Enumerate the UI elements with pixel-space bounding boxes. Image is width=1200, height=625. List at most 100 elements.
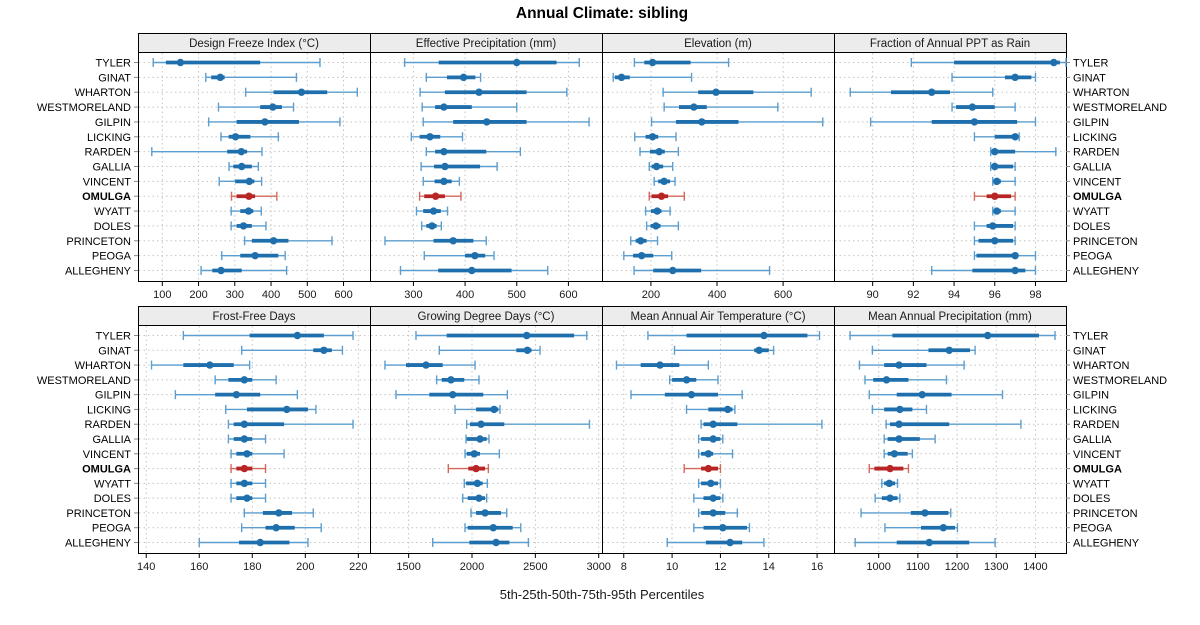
median-dot <box>652 222 660 230</box>
percentile-glyph-doles <box>230 493 267 503</box>
x-axis-tick-label: 100 <box>153 289 171 301</box>
median-dot <box>704 450 713 458</box>
median-dot <box>636 237 645 245</box>
percentile-glyph-westmoreland <box>668 375 719 385</box>
site-label-left-westmoreland: WESTMORELAND <box>37 375 131 387</box>
median-dot <box>243 494 251 502</box>
panel-header-label: Growing Degree Days (°C) <box>418 311 555 323</box>
panel-mean-annual-air-temperature-c: Mean Annual Air Temperature (°C) 8 10 12 14 1… <box>602 306 835 573</box>
site-label-left-wharton: WHARTON <box>75 360 131 372</box>
site-label-left-gallia: GALLIA <box>92 162 131 174</box>
percentile-glyph-vincent <box>218 176 263 186</box>
median-dot <box>704 464 713 473</box>
percentile-glyph-westmoreland <box>951 102 1016 112</box>
site-label-left-doles: DOLES <box>94 493 131 505</box>
median-dot <box>240 420 249 428</box>
panel-frame <box>834 325 1067 554</box>
percentile-glyph-westmoreland <box>864 375 948 385</box>
median-dot <box>231 133 240 141</box>
percentile-glyph-princeton <box>470 508 508 518</box>
site-label-left-wyatt: WYATT <box>94 206 131 218</box>
percentile-glyph-omulga <box>648 191 685 201</box>
x-axis-tick-label: 2000 <box>460 561 484 573</box>
median-dot <box>927 88 936 96</box>
median-dot <box>1050 58 1058 67</box>
median-dot <box>698 118 706 126</box>
percentile-glyph-wyatt <box>230 206 262 216</box>
percentile-glyph-licking <box>634 132 677 142</box>
percentile-glyph-wyatt <box>881 478 899 488</box>
percentile-glyph-westmoreland <box>217 102 295 112</box>
percentile-glyph-allegheny <box>399 266 549 275</box>
median-dot <box>657 192 666 200</box>
panel-frost-free-days: Frost-Free Days 140 160 180 200 220 <box>137 306 371 573</box>
site-label-right-omulga: OMULGA <box>1073 191 1122 203</box>
median-dot <box>471 251 479 260</box>
site-label-right-omulga: OMULGA <box>1073 464 1122 476</box>
site-label-left-gallia: GALLIA <box>92 434 131 446</box>
median-dot <box>523 346 532 354</box>
chart-title: Annual Climate: sibling <box>515 5 689 22</box>
median-dot <box>890 450 899 458</box>
percentile-glyph-omulga <box>230 464 267 474</box>
percentile-glyph-tyler <box>910 58 1067 67</box>
x-axis-tick-label: 500 <box>508 289 526 301</box>
percentile-glyph-licking <box>871 404 928 414</box>
percentile-glyph-princeton <box>630 236 659 246</box>
median-dot <box>656 361 664 369</box>
site-label-right-rarden: RARDEN <box>1073 419 1120 431</box>
median-dot <box>245 177 253 186</box>
x-axis-tick-label: 220 <box>349 561 367 573</box>
percentile-glyph-princeton <box>243 236 333 246</box>
x-axis-tick-label: 8 <box>621 561 627 573</box>
percentile-glyph-vincent <box>464 449 501 459</box>
median-dot <box>993 177 1001 186</box>
percentile-glyph-ginat <box>438 345 541 355</box>
x-axis-tick-label: 98 <box>1029 289 1041 301</box>
median-dot <box>726 538 734 547</box>
panel-header-label: Mean Annual Air Temperature (°C) <box>630 311 805 323</box>
median-dot <box>440 177 448 186</box>
x-axis-tick-label: 400 <box>708 289 726 301</box>
x-axis-tick-label: 300 <box>404 289 422 301</box>
x-axis-tick-label: 500 <box>298 289 316 301</box>
percentile-glyph-allegheny <box>432 538 530 547</box>
x-axis-tick-label: 600 <box>774 289 792 301</box>
median-dot <box>440 103 448 111</box>
median-dot <box>261 118 269 126</box>
panel-elevation-m: Elevation (m) 200 400 600 <box>602 33 835 301</box>
site-label-left-rarden: RARDEN <box>85 147 132 159</box>
median-dot <box>449 390 457 399</box>
median-dot <box>755 346 763 354</box>
median-dot <box>989 222 997 230</box>
percentile-glyph-wyatt <box>463 478 489 488</box>
median-dot <box>709 420 717 428</box>
median-dot <box>896 405 904 414</box>
x-axis-tick-label: 300 <box>226 289 244 301</box>
median-dot <box>240 464 249 473</box>
site-label-left-wyatt: WYATT <box>94 478 131 490</box>
median-dot <box>660 177 668 186</box>
median-dot <box>682 376 691 384</box>
median-dot <box>991 162 999 171</box>
panel-fraction-of-annual-ppt-as-rain: Fraction of Annual PPT as Rain 90 92 94 96 98 <box>834 33 1067 301</box>
median-dot <box>895 361 903 369</box>
median-dot <box>275 509 283 517</box>
x-axis-tick-label: 200 <box>189 289 207 301</box>
percentile-glyph-omulga <box>973 191 1016 201</box>
median-dot <box>723 405 732 414</box>
percentile-glyph-gilpin <box>174 390 299 400</box>
median-dot <box>476 435 484 443</box>
median-dot <box>447 376 455 384</box>
median-dot <box>431 192 440 200</box>
median-dot <box>239 222 248 230</box>
x-axis-tick-label: 600 <box>334 289 352 301</box>
median-dot <box>176 58 185 67</box>
x-axis-tick-label: 1000 <box>866 561 890 573</box>
percentile-glyph-rarden <box>465 419 591 429</box>
median-dot <box>617 73 626 82</box>
x-axis-tick-label: 1200 <box>945 561 969 573</box>
percentile-glyph-wyatt <box>697 478 722 488</box>
percentile-glyph-peoga <box>623 251 673 261</box>
